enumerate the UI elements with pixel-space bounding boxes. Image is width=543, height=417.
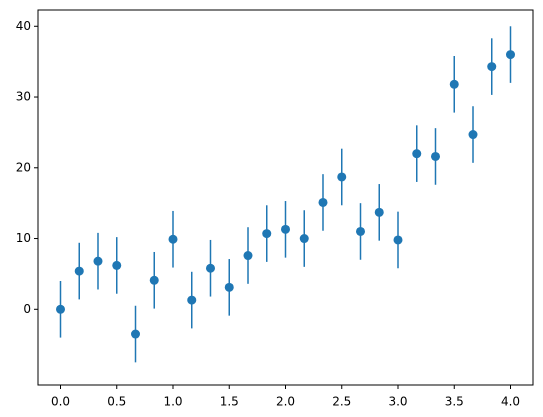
point: [131, 329, 141, 339]
point: [430, 151, 440, 161]
x-tick-label: 1.5: [220, 395, 239, 409]
point: [243, 251, 253, 261]
plot-frame: [37, 9, 534, 386]
point: [393, 235, 403, 245]
point: [487, 62, 497, 72]
point: [93, 256, 103, 266]
point: [449, 79, 459, 89]
point: [506, 50, 515, 60]
point: [318, 197, 328, 207]
y-tick-label: 0: [23, 302, 31, 316]
x-tick-label: 0.5: [107, 395, 126, 409]
point: [468, 130, 478, 140]
y-tick-label: 30: [16, 90, 31, 104]
point: [281, 224, 290, 234]
point: [337, 172, 347, 182]
point: [299, 234, 309, 244]
point: [224, 282, 234, 292]
point: [168, 234, 178, 244]
point: [112, 260, 122, 270]
point: [74, 266, 84, 276]
x-tick-label: 3.0: [388, 395, 407, 409]
point: [187, 295, 197, 305]
y-tick-label: 10: [16, 231, 31, 245]
x-tick-label: 0.0: [51, 395, 70, 409]
x-tick-label: 1.0: [163, 395, 182, 409]
point: [374, 207, 384, 217]
point: [262, 229, 272, 239]
point: [205, 263, 215, 273]
y-tick-label: 20: [16, 160, 31, 174]
point: [56, 304, 65, 314]
x-tick-label: 2.5: [332, 395, 351, 409]
x-tick-label: 4.0: [501, 395, 520, 409]
x-tick-label: 3.5: [445, 395, 464, 409]
point: [412, 149, 422, 159]
point: [149, 275, 159, 285]
x-tick-label: 2.0: [276, 395, 295, 409]
y-tick-label: 40: [16, 19, 31, 33]
point: [356, 226, 366, 236]
